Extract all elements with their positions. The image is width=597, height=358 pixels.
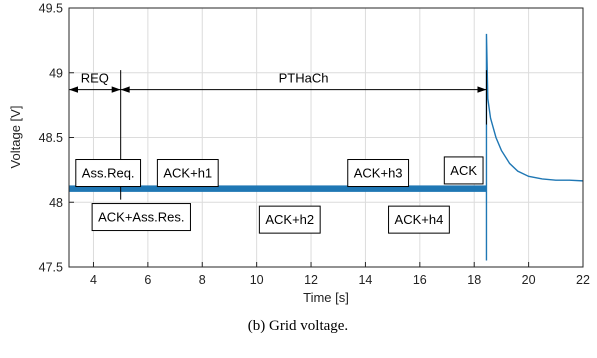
x-ticks: 4 6 8 10 12 14 16 18 20 22 bbox=[90, 262, 590, 287]
span-arrow-left-pthach bbox=[120, 86, 130, 93]
x-tick-label: 10 bbox=[250, 273, 264, 287]
series bbox=[69, 33, 584, 261]
span-arrows: REQ PTHaCh bbox=[69, 71, 487, 93]
x-tick-label: 12 bbox=[304, 273, 318, 287]
figure-caption: (b) Grid voltage. bbox=[248, 318, 348, 334]
voltage-transient-line bbox=[485, 33, 584, 261]
annotation-label: ACK+Ass.Res. bbox=[98, 210, 184, 225]
y-axis-label: Voltage [V] bbox=[8, 106, 23, 169]
annotation-label: ACK bbox=[450, 163, 477, 178]
x-tick-label: 18 bbox=[467, 273, 481, 287]
y-tick-label: 48.5 bbox=[39, 131, 63, 145]
annotation-box: ACK+h3 bbox=[347, 159, 410, 188]
span-arrow-left-req bbox=[69, 86, 78, 93]
annotation-label: ACK+h2 bbox=[265, 212, 314, 227]
annotation-frame bbox=[443, 156, 484, 185]
annotation-label: Ass.Req. bbox=[82, 166, 135, 181]
span-label-req: REQ bbox=[81, 71, 109, 86]
voltage-noise-band bbox=[69, 185, 487, 192]
y-tick-label: 47.5 bbox=[39, 261, 63, 275]
x-tick-label: 16 bbox=[413, 273, 427, 287]
annotation-box: ACK+Ass.Res. bbox=[91, 203, 191, 232]
annotation-box: ACK+h1 bbox=[156, 159, 219, 188]
span-label-pthach: PTHaCh bbox=[279, 71, 329, 86]
annotation-label: ACK+h1 bbox=[163, 166, 212, 181]
annotation-frame bbox=[258, 205, 321, 234]
annotation-frame bbox=[347, 159, 410, 188]
annotation-box: Ass.Req. bbox=[75, 159, 142, 188]
x-tick-label: 20 bbox=[522, 273, 536, 287]
span-arrow-right-req bbox=[111, 86, 121, 93]
annotation-box: ACK bbox=[443, 156, 484, 185]
y-ticks: 47.5 48 48.5 49 49.5 bbox=[39, 2, 74, 275]
y-tick-label: 48 bbox=[49, 196, 63, 210]
y-tick-label: 49.5 bbox=[39, 2, 63, 16]
span-arrow-right-pthach bbox=[477, 86, 487, 93]
x-tick-label: 6 bbox=[144, 273, 151, 287]
x-tick-label: 8 bbox=[199, 273, 206, 287]
annotations: Ass.Req. ACK+h1 ACK+h3 ACK ACK+Ass.Res. ACK+h… bbox=[75, 156, 484, 234]
x-tick-label: 22 bbox=[576, 273, 590, 287]
annotation-label: ACK+h3 bbox=[354, 166, 403, 181]
annotation-label: ACK+h4 bbox=[395, 212, 444, 227]
annotation-frame bbox=[156, 159, 219, 188]
annotation-box: ACK+h2 bbox=[258, 205, 321, 234]
annotation-frame bbox=[75, 159, 142, 188]
y-tick-label: 49 bbox=[49, 66, 63, 80]
annotation-frame bbox=[91, 203, 191, 232]
x-tick-label: 14 bbox=[358, 273, 372, 287]
annotation-frame bbox=[388, 205, 450, 234]
annotation-box: ACK+h4 bbox=[388, 205, 450, 234]
x-axis-label: Time [s] bbox=[303, 290, 349, 305]
x-tick-label: 4 bbox=[90, 273, 97, 287]
